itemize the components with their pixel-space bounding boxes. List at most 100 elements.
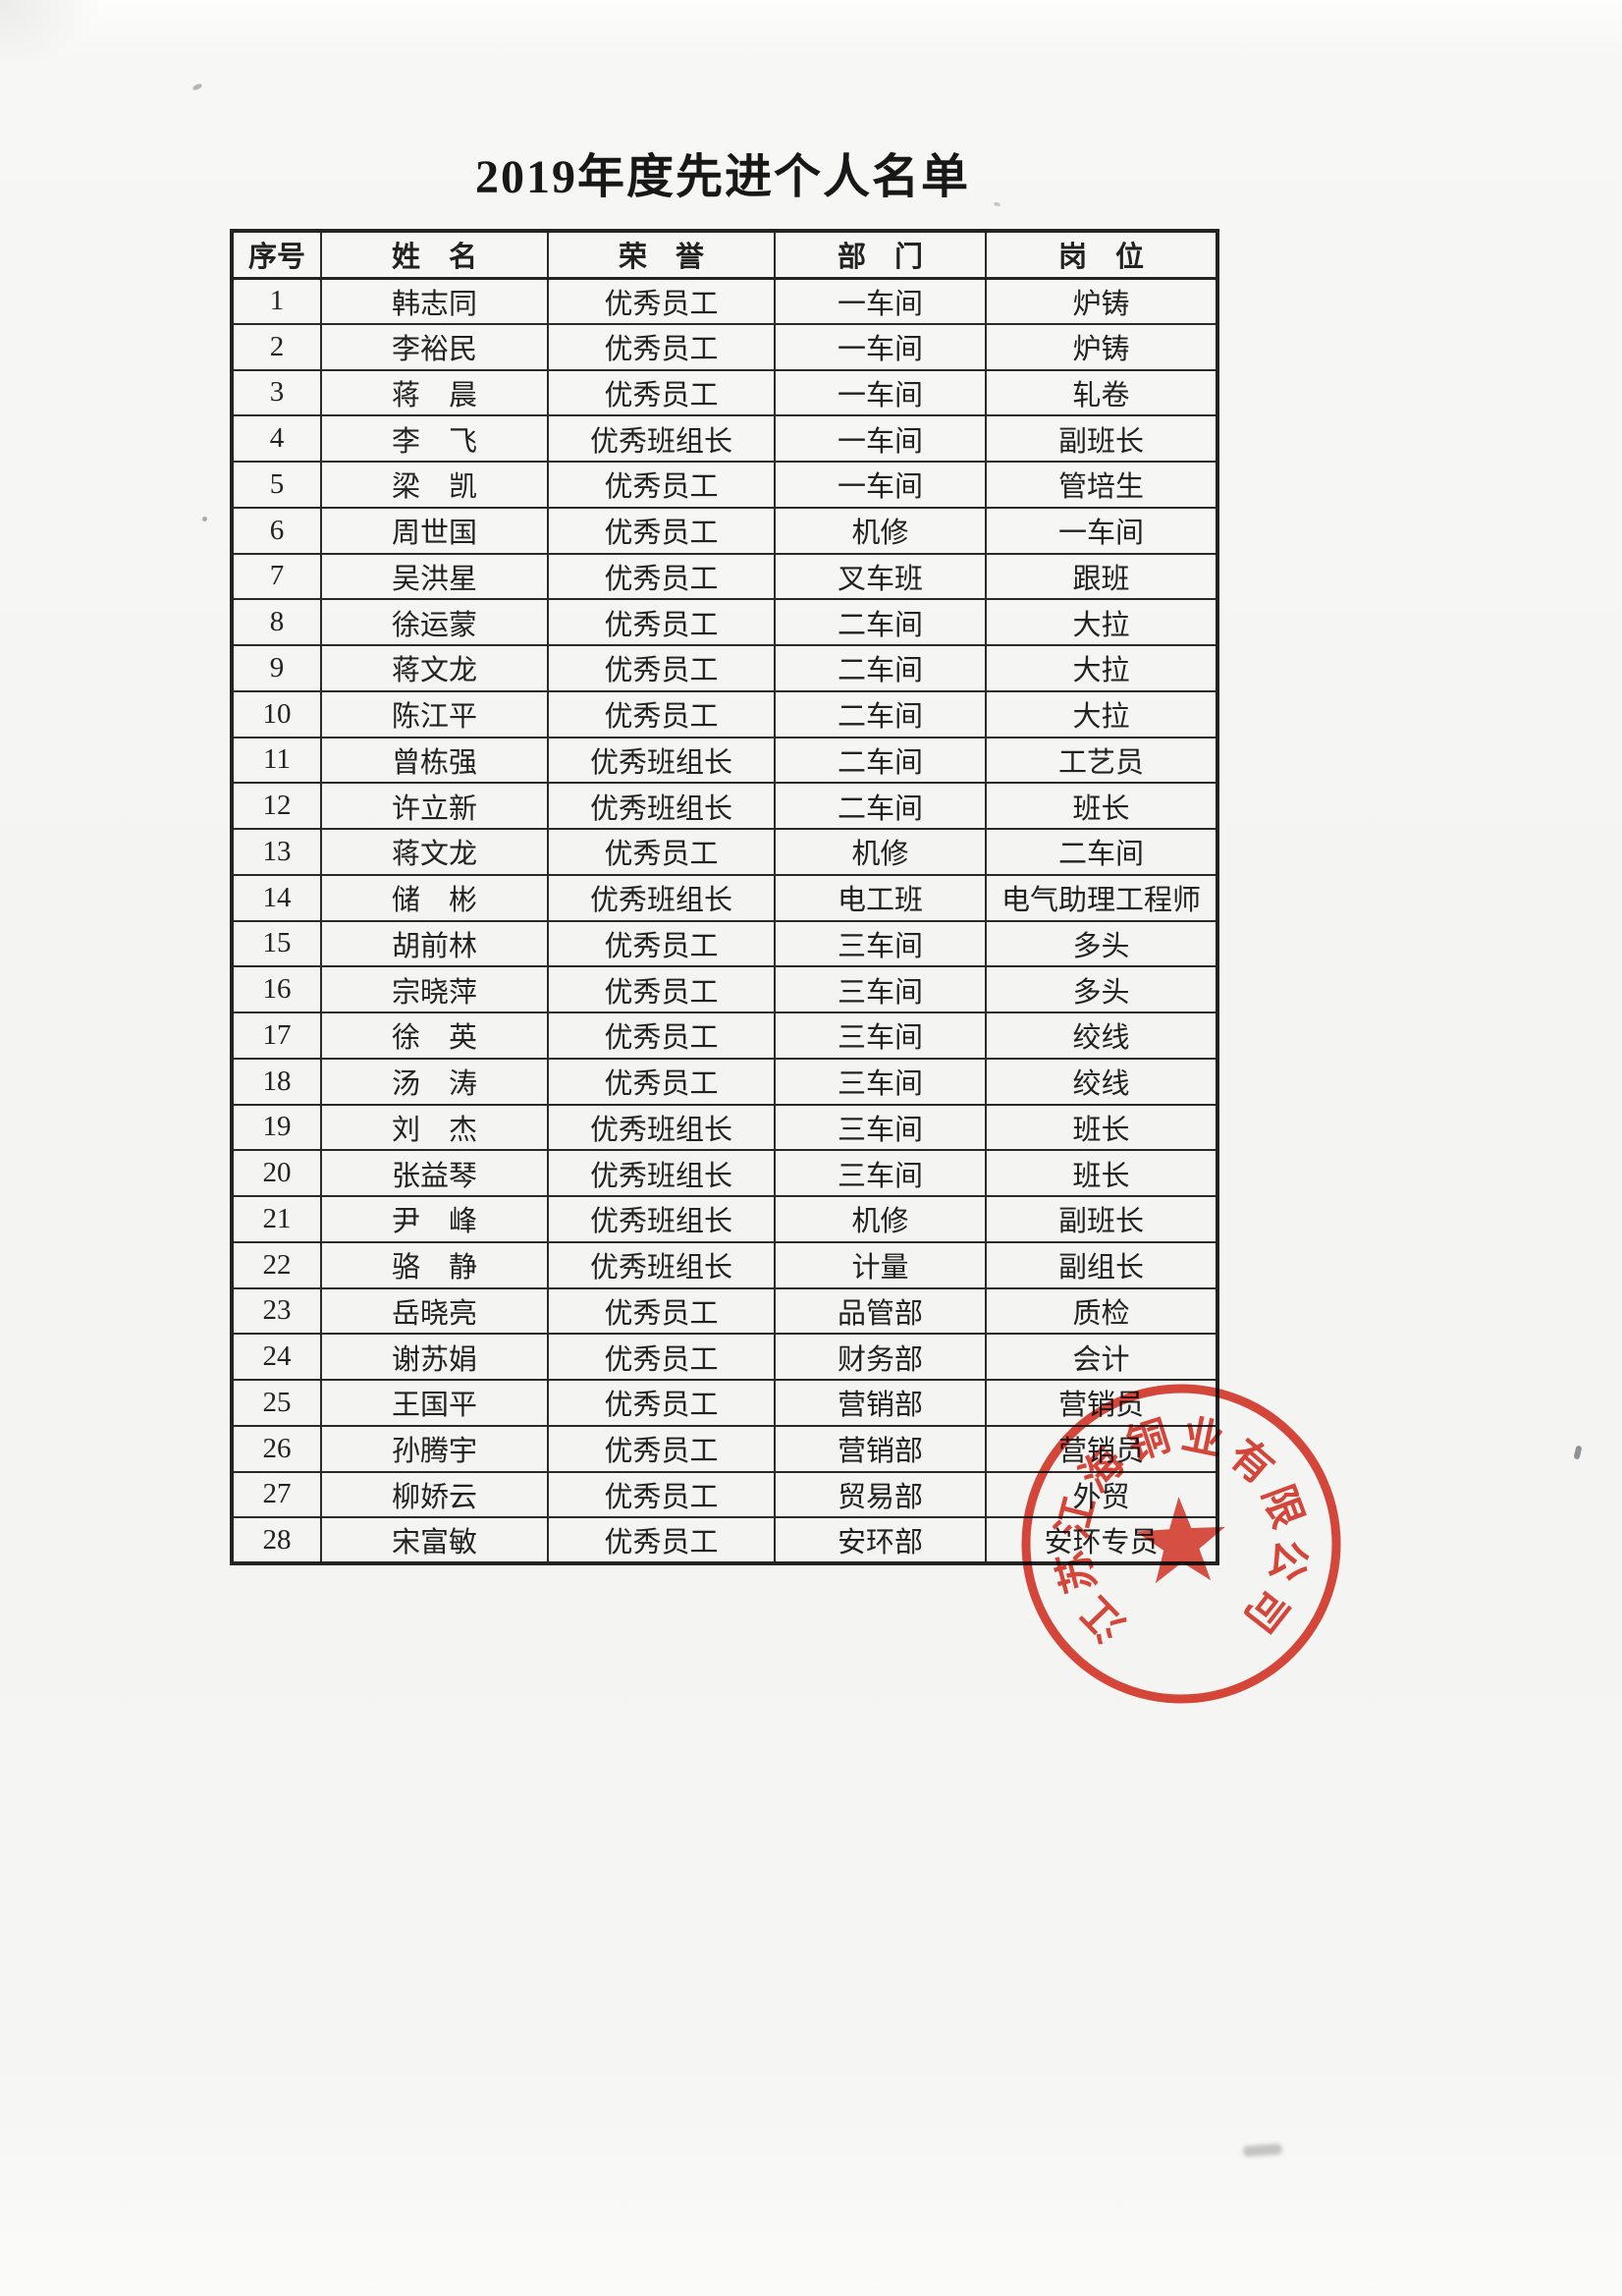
cell-position: 一车间 xyxy=(985,506,1218,555)
column-header-honor: 荣 誉 xyxy=(547,230,776,280)
cell-dept: 营销部 xyxy=(774,1379,987,1427)
seal-char: 铜 xyxy=(1122,1413,1175,1469)
cell-name: 骆 静 xyxy=(320,1240,549,1289)
cell-name: 徐运蒙 xyxy=(320,598,549,646)
cell-position: 炉铸 xyxy=(985,277,1218,325)
cell-no: 9 xyxy=(231,644,322,692)
cell-honor: 优秀员工 xyxy=(547,368,776,417)
cell-dept: 品管部 xyxy=(774,1286,987,1336)
cell-no: 7 xyxy=(231,552,322,601)
cell-name: 宗晓萍 xyxy=(320,965,549,1013)
cell-dept: 三车间 xyxy=(774,965,987,1013)
cell-name: 李 飞 xyxy=(320,414,549,463)
table-row: 8 徐运蒙 优秀员工 二车间 大拉 xyxy=(231,598,1218,646)
cell-position: 炉铸 xyxy=(985,322,1218,371)
cell-no: 13 xyxy=(231,828,322,876)
cell-no: 10 xyxy=(231,689,322,738)
cell-position: 班长 xyxy=(985,1103,1218,1152)
cell-dept: 二车间 xyxy=(774,736,987,785)
cell-honor: 优秀员工 xyxy=(547,1011,776,1060)
cell-no: 27 xyxy=(231,1470,322,1519)
cell-position: 绞线 xyxy=(985,1057,1218,1106)
cell-dept: 一车间 xyxy=(774,322,987,371)
table-row: 20 张益琴 优秀班组长 三车间 班长 xyxy=(231,1149,1218,1197)
cell-name: 蒋 晨 xyxy=(320,368,549,417)
cell-name: 宋富敏 xyxy=(320,1516,549,1564)
cell-position: 大拉 xyxy=(985,598,1218,646)
cell-honor: 优秀员工 xyxy=(547,919,776,968)
cell-dept: 机修 xyxy=(774,828,987,876)
cell-dept: 三车间 xyxy=(774,1011,987,1060)
cell-dept: 营销部 xyxy=(774,1424,987,1473)
cell-no: 26 xyxy=(231,1424,322,1473)
cell-dept: 财务部 xyxy=(774,1333,987,1381)
table-row: 24 谢苏娟 优秀员工 财务部 会计 xyxy=(231,1333,1218,1381)
cell-honor: 优秀员工 xyxy=(547,689,776,738)
header-row: 序号 姓 名 荣 誉 部 门 岗 位 xyxy=(231,230,1218,280)
cell-name: 许立新 xyxy=(320,782,549,830)
cell-name: 柳娇云 xyxy=(320,1470,549,1519)
cell-dept: 二车间 xyxy=(774,644,987,692)
cell-honor: 优秀员工 xyxy=(547,965,776,1013)
cell-position: 绞线 xyxy=(985,1011,1218,1060)
cell-name: 韩志同 xyxy=(320,277,549,325)
cell-no: 20 xyxy=(231,1149,322,1197)
table-row: 2 李裕民 优秀员工 一车间 炉铸 xyxy=(231,322,1218,371)
table-body: 1 韩志同 优秀员工 一车间 炉铸 2 李裕民 优秀员工 一车间 炉铸 3 蒋 晨优秀员工 一车间 轧卷 4… xyxy=(231,277,1218,1564)
table-row: 21 尹 峰优秀班组长 机修 副班长 xyxy=(231,1195,1218,1243)
cell-dept: 三车间 xyxy=(774,919,987,968)
scan-speck xyxy=(191,82,203,91)
cell-no: 8 xyxy=(231,598,322,646)
cell-name: 蒋文龙 xyxy=(320,644,549,692)
table-row: 12 许立新 优秀班组长 二车间 班长 xyxy=(231,782,1218,830)
seal-char: 司 xyxy=(1235,1579,1296,1639)
cell-name: 徐 英 xyxy=(320,1011,549,1060)
table-row: 19 刘 杰优秀班组长 三车间 班长 xyxy=(231,1103,1218,1152)
cell-name: 曾栋强 xyxy=(320,736,549,785)
table-row: 26 孙腾宇 优秀员工 营销部 营销员 xyxy=(231,1424,1218,1473)
seal-char: 有 xyxy=(1220,1431,1281,1493)
seal-char: 业 xyxy=(1178,1412,1227,1464)
cell-position: 管培生 xyxy=(985,461,1218,509)
cell-name: 蒋文龙 xyxy=(320,828,549,876)
cell-honor: 优秀班组长 xyxy=(547,414,776,463)
cell-honor: 优秀班组长 xyxy=(547,1195,776,1243)
cell-no: 28 xyxy=(231,1516,322,1564)
cell-dept: 贸易部 xyxy=(774,1470,987,1519)
seal-star-icon xyxy=(1135,1497,1225,1584)
cell-name: 尹 峰 xyxy=(320,1195,549,1243)
cell-honor: 优秀班组长 xyxy=(547,736,776,785)
table-row: 16 宗晓萍 优秀员工 三车间 多头 xyxy=(231,965,1218,1013)
cell-no: 22 xyxy=(231,1240,322,1289)
cell-name: 谢苏娟 xyxy=(320,1333,549,1381)
seal-char: 公 xyxy=(1262,1537,1313,1585)
seal-char: 江 xyxy=(1073,1588,1135,1650)
cell-dept: 计量 xyxy=(774,1240,987,1289)
cell-no: 23 xyxy=(231,1286,322,1336)
table-row: 13 蒋文龙 优秀员工 机修 二车间 xyxy=(231,828,1218,876)
seal-ring xyxy=(1021,1384,1341,1704)
cell-position: 轧卷 xyxy=(985,368,1218,417)
cell-position: 电气助理工程师 xyxy=(985,873,1218,922)
cell-no: 6 xyxy=(231,506,322,555)
table-row: 27 柳娇云 优秀员工 贸易部 外贸 xyxy=(231,1470,1218,1519)
cell-honor: 优秀员工 xyxy=(547,552,776,601)
cell-name: 储 彬 xyxy=(320,873,549,922)
seal-char: 限 xyxy=(1253,1480,1310,1534)
cell-honor: 优秀员工 xyxy=(547,1424,776,1473)
table-row: 22 骆 静优秀班组长 计量 副组长 xyxy=(231,1240,1218,1289)
table-row: 25 王国平 优秀员工 营销部 营销员 xyxy=(231,1379,1218,1427)
cell-position: 副班长 xyxy=(985,1195,1218,1243)
cell-position: 二车间 xyxy=(985,828,1218,876)
cell-name: 吴洪星 xyxy=(320,552,549,601)
cell-name: 岳晓亮 xyxy=(320,1286,549,1336)
cell-no: 16 xyxy=(231,965,322,1013)
cell-dept: 机修 xyxy=(774,1195,987,1243)
table-row: 6 周世国 优秀员工 机修 一车间 xyxy=(231,506,1218,555)
cell-dept: 二车间 xyxy=(774,598,987,646)
cell-no: 25 xyxy=(231,1379,322,1427)
table-row: 9 蒋文龙 优秀员工 二车间 大拉 xyxy=(231,644,1218,692)
